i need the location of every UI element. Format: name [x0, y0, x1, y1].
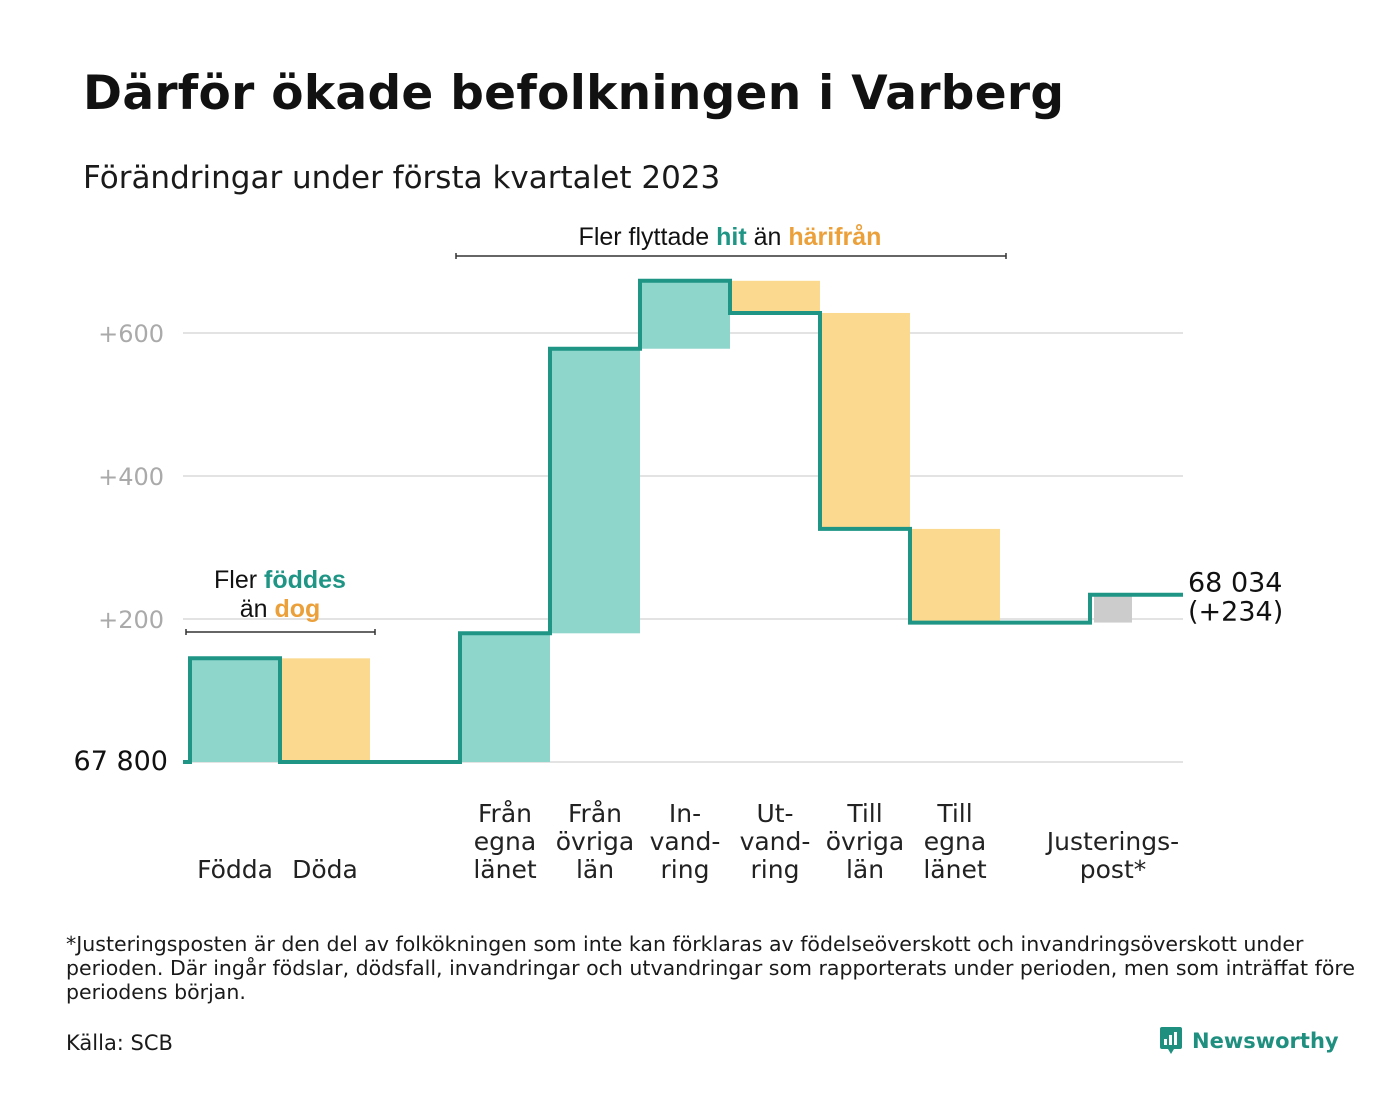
y-tick-label: +600	[98, 320, 164, 348]
category-label: Justerings-	[1045, 827, 1179, 856]
footnote: *Justeringsposten är den del av folkökni…	[66, 932, 1355, 1004]
brand: Newsworthy	[1158, 1026, 1339, 1056]
category-label: länet	[473, 855, 536, 884]
bars	[190, 280, 1132, 762]
category-label: vand-	[650, 827, 721, 856]
annotation-fragment: Fler	[214, 566, 264, 594]
chart-subtitle: Förändringar under första kvartalet 2023	[83, 160, 721, 196]
category-label: egna	[924, 827, 986, 856]
category-label: län	[846, 855, 884, 884]
category-label: Från	[568, 799, 622, 828]
step-line-group	[183, 278, 1183, 764]
category-label: Ut-	[756, 799, 793, 828]
births-annotation-line2: än dog	[240, 595, 321, 623]
annotation-fragment: Fler flyttade	[579, 223, 717, 251]
annotation-fragment: än	[240, 595, 275, 623]
category-label: ring	[751, 855, 800, 884]
category-label: vand-	[740, 827, 811, 856]
y-tick-label: +200	[98, 606, 164, 634]
waterfall-bar	[550, 348, 640, 634]
category-label: övriga	[556, 827, 635, 856]
category-label: Döda	[292, 855, 358, 884]
category-label: In-	[669, 799, 701, 828]
waterfall-bar	[280, 658, 370, 762]
waterfall-bar	[820, 312, 910, 529]
waterfall-bar	[910, 528, 1000, 623]
waterfall-bar	[190, 658, 280, 762]
start-value-label: 67 800	[74, 746, 168, 777]
births-annotation: Fler föddes	[214, 566, 346, 594]
category-label: Från	[478, 799, 532, 828]
category-label: egna	[474, 827, 536, 856]
category-label: post*	[1080, 855, 1147, 884]
end-value-label: 68 034	[1188, 568, 1282, 599]
category-label: Födda	[197, 855, 273, 884]
waterfall-bar	[640, 280, 730, 349]
y-tick-label: +400	[98, 463, 164, 491]
category-label: länet	[923, 855, 986, 884]
annotation-fragment: härifrån	[788, 223, 881, 251]
brand-name: Newsworthy	[1192, 1029, 1339, 1053]
category-label: Till	[846, 799, 882, 828]
annotation-fragment: än	[747, 223, 789, 251]
waterfall-bar	[730, 280, 820, 313]
category-label: Till	[936, 799, 972, 828]
source-label: Källa: SCB	[66, 1031, 173, 1055]
waterfall-bar	[460, 633, 550, 762]
annotation-fragment: föddes	[264, 566, 346, 594]
end-change-label: (+234)	[1188, 597, 1283, 628]
waterfall-bar	[1094, 594, 1132, 623]
migration-annotation: Fler flyttade hit än härifrån	[579, 223, 882, 251]
newsworthy-logo-icon	[1160, 1027, 1182, 1054]
chart-title: Därför ökade befolkningen i Varberg	[83, 66, 1065, 121]
annotation-fragment: dog	[274, 595, 320, 623]
category-label: ring	[661, 855, 710, 884]
step-line	[183, 278, 1183, 764]
annotation-fragment: hit	[716, 223, 747, 251]
category-label: län	[576, 855, 614, 884]
category-label: övriga	[826, 827, 905, 856]
